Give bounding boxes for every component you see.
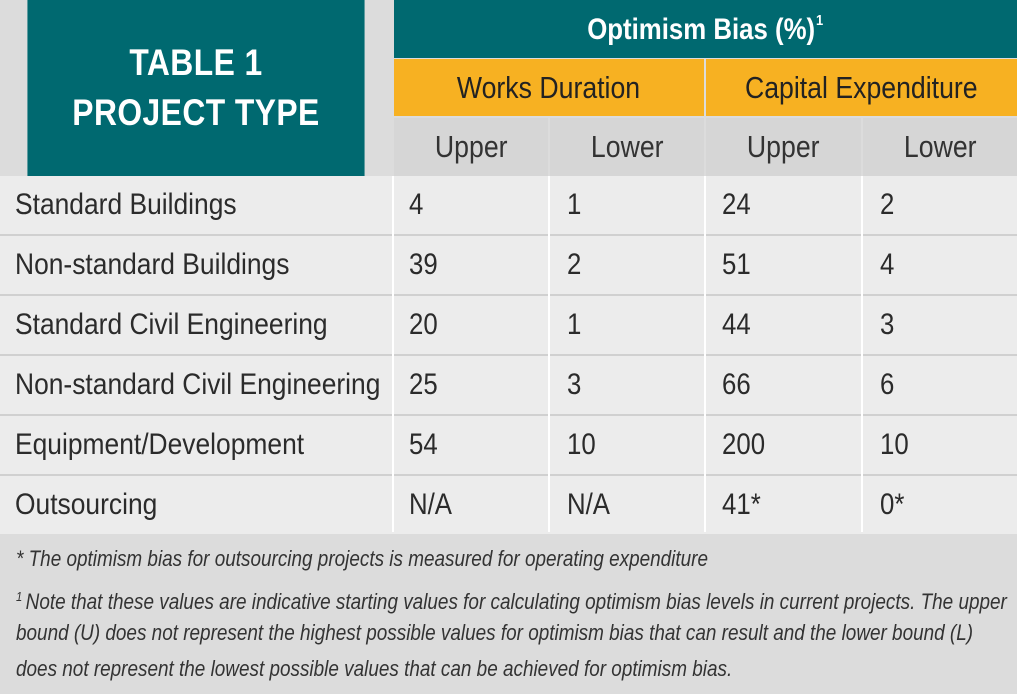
works-lower-cell: 1 <box>567 308 582 341</box>
capex-lower-cell: 3 <box>880 308 895 341</box>
capex-lower-cell: 2 <box>880 188 895 221</box>
table-row: Standard Buildings 4 1 24 2 <box>0 176 1017 234</box>
capex-upper-cell: 66 <box>722 368 751 401</box>
footnote-1-line-1: 1 Note that these values are indicative s… <box>16 582 1017 617</box>
table-title-line-2: PROJECT TYPE <box>72 92 320 133</box>
footnote-outsourcing-text: * The optimism bias for outsourcing proj… <box>16 546 708 571</box>
subheader-label: Lower <box>590 129 664 164</box>
footnote-1-text-line-1: Note that these values are indicative st… <box>25 589 1007 614</box>
optimism-bias-header-label: Optimism Bias (%) <box>587 12 816 46</box>
capex-lower-cell: 4 <box>880 248 895 281</box>
capex-upper-cell: 44 <box>722 308 751 341</box>
table-row: Standard Civil Engineering 20 1 44 3 <box>0 296 1017 354</box>
group-header-works-duration: Works Duration <box>394 59 704 116</box>
capex-upper-cell: 24 <box>722 188 751 221</box>
project-type-cell: Outsourcing <box>15 488 158 521</box>
project-type-cell: Standard Civil Engineering <box>15 308 328 341</box>
capex-upper-cell: 41* <box>722 488 761 521</box>
table-row: Outsourcing N/A N/A 41* 0* <box>0 476 1017 534</box>
subheader-capex-upper: Upper <box>706 118 861 176</box>
works-lower-cell: N/A <box>567 488 611 521</box>
row-divider <box>0 354 1017 356</box>
works-upper-cell: N/A <box>409 488 453 521</box>
works-upper-cell: 54 <box>409 428 438 461</box>
optimism-bias-header: Optimism Bias (%)1 <box>394 0 1017 58</box>
works-lower-cell: 1 <box>567 188 582 221</box>
works-upper-cell: 20 <box>409 308 438 341</box>
row-divider <box>0 474 1017 476</box>
table-row: Non-standard Buildings 39 2 51 4 <box>0 236 1017 294</box>
project-type-cell: Equipment/Development <box>15 428 305 461</box>
table-title-line-1: TABLE 1 <box>129 42 263 83</box>
footnote-1-marker: 1 <box>16 589 23 604</box>
row-divider <box>0 294 1017 296</box>
group-header-capital-expenditure-label: Capital Expenditure <box>745 69 978 105</box>
table-row: Non-standard Civil Engineering 25 3 66 6 <box>0 356 1017 414</box>
works-lower-cell: 10 <box>567 428 596 461</box>
footnote-1-text-line-2: bound (U) does not represent the highest… <box>16 620 974 645</box>
capex-lower-cell: 10 <box>880 428 909 461</box>
row-divider <box>0 414 1017 416</box>
capex-lower-cell: 0* <box>880 488 905 521</box>
works-upper-cell: 39 <box>409 248 438 281</box>
capex-upper-cell: 51 <box>722 248 751 281</box>
table-row: Equipment/Development 54 10 200 10 <box>0 416 1017 474</box>
footnote-marker-1: 1 <box>816 11 824 29</box>
column-divider <box>704 176 706 532</box>
subheader-label: Upper <box>747 129 820 164</box>
column-divider <box>392 176 394 532</box>
capex-lower-cell: 6 <box>880 368 895 401</box>
works-upper-cell: 4 <box>409 188 424 221</box>
subheader-works-lower: Lower <box>550 118 704 176</box>
group-header-works-duration-label: Works Duration <box>457 69 641 105</box>
subheader-label: Lower <box>903 129 977 164</box>
works-lower-cell: 2 <box>567 248 582 281</box>
footnote-outsourcing: * The optimism bias for outsourcing proj… <box>16 544 1017 574</box>
capex-upper-cell: 200 <box>722 428 766 461</box>
works-upper-cell: 25 <box>409 368 438 401</box>
group-header-capital-expenditure: Capital Expenditure <box>706 59 1017 116</box>
footnote-1-line-3: does not represent the lowest possible v… <box>16 654 1017 684</box>
column-divider <box>548 176 550 532</box>
works-lower-cell: 3 <box>567 368 582 401</box>
subheader-label: Upper <box>434 129 508 164</box>
column-divider <box>861 176 863 532</box>
project-type-cell: Standard Buildings <box>15 188 237 221</box>
table-title: TABLE 1 PROJECT TYPE <box>27 0 365 176</box>
footnote-1-line-2: bound (U) does not represent the highest… <box>16 618 1017 648</box>
footnote-1-text-line-3: does not represent the lowest possible v… <box>16 656 733 681</box>
subheader-works-upper: Upper <box>394 118 548 176</box>
row-divider <box>0 234 1017 236</box>
project-type-cell: Non-standard Buildings <box>15 248 290 281</box>
project-type-cell: Non-standard Civil Engineering <box>15 368 381 401</box>
subheader-capex-lower: Lower <box>863 118 1017 176</box>
